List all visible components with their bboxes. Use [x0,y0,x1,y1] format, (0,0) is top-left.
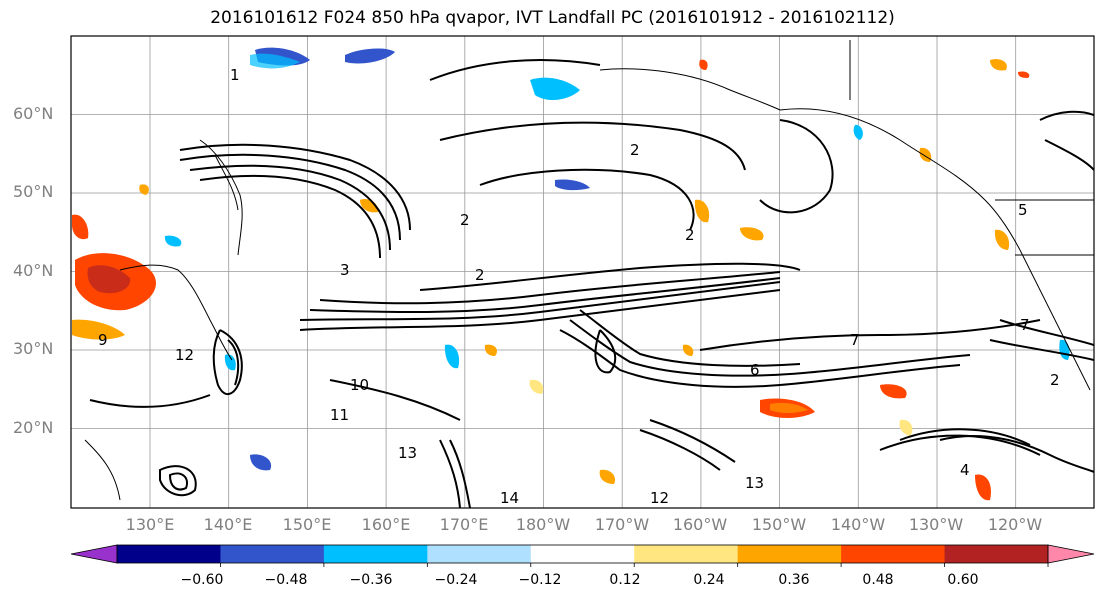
colorbar-segment [427,545,532,563]
contour-label: 12 [175,346,194,364]
lon-label: 170°E [439,515,489,534]
contour-label: 13 [398,444,417,462]
colorbar-tick-label: −0.12 [518,572,562,588]
contour-label: 9 [98,331,108,349]
colorbar-segment [220,545,325,563]
lon-label: 130°W [908,515,964,534]
colorbar-tick-label: −0.36 [349,572,393,588]
colorbar-tick-label: −0.60 [180,572,224,588]
contour-label: 4 [960,461,970,479]
colorbar-tick-label: −0.48 [264,572,308,588]
colorbar-segment [323,545,428,563]
lon-label: 160°W [672,515,728,534]
coastlines [84,40,1094,501]
lon-label: 140°W [830,515,886,534]
lon-label: 160°E [361,515,411,534]
contour-label: 2 [685,226,695,244]
contour-label: 2 [1050,371,1060,389]
lon-label: 130°E [125,515,175,534]
lat-label: 60°N [13,104,54,123]
contour-label: 13 [745,474,764,492]
lat-label: 30°N [13,339,54,358]
colorbar-tick-label: 0.24 [693,572,725,588]
colorbar-tick-label: 0.48 [862,572,894,588]
colorbar-segment [117,545,221,563]
colorbar-segment [841,545,946,563]
colorbar-extend-min [70,544,118,564]
contour-label: 7 [1020,316,1030,334]
colorbar-segment [634,545,739,563]
colorbar [70,544,1095,567]
colorbar-tick-label: 0.12 [609,572,641,588]
map-border [70,35,1095,509]
lon-label: 140°E [203,515,253,534]
contour-label: 2 [460,211,470,229]
contour-label: 11 [330,406,349,424]
contour-label: 14 [500,489,519,507]
lon-label: 180°W [515,515,571,534]
lon-label: 170°W [594,515,650,534]
colorbar-border [116,544,1049,564]
lon-label: 120°W [987,515,1043,534]
colorbar-tick-label: 0.36 [778,572,810,588]
contour-label: 1 [230,66,240,84]
colorbar-tick-label: −0.24 [434,572,478,588]
colorbar-tick-label: 0.60 [947,572,979,588]
lon-label: 150°E [282,515,332,534]
lat-label: 40°N [13,261,54,280]
contour-label: 10 [350,376,369,394]
contour-label: 5 [1018,201,1028,219]
lat-label: 20°N [13,418,54,437]
contour-label: 7 [850,331,860,349]
colorbar-segment [737,545,842,563]
colorbar-extend-max [1047,544,1095,564]
contour-label: 2 [475,266,485,284]
contour-label: 3 [340,261,350,279]
colorbar-segment [530,545,635,563]
contour-label: 12 [650,489,669,507]
contour-labels: 1 2 2 2 2 2 3 4 5 6 7 7 9 10 11 12 12 13… [98,66,1060,507]
contour-label: 6 [750,361,760,379]
map-title: 2016101612 F024 850 hPa qvapor, IVT Land… [210,8,895,28]
gridlines [71,36,1094,508]
lat-label: 50°N [13,182,54,201]
colorbar-segment [944,545,1049,563]
ivt-contours [89,59,1094,508]
lon-label: 150°W [751,515,807,534]
contour-label: 2 [630,141,640,159]
map-plot-area: 1 2 2 2 2 2 3 4 5 6 7 7 9 10 11 12 12 13… [71,36,1094,508]
